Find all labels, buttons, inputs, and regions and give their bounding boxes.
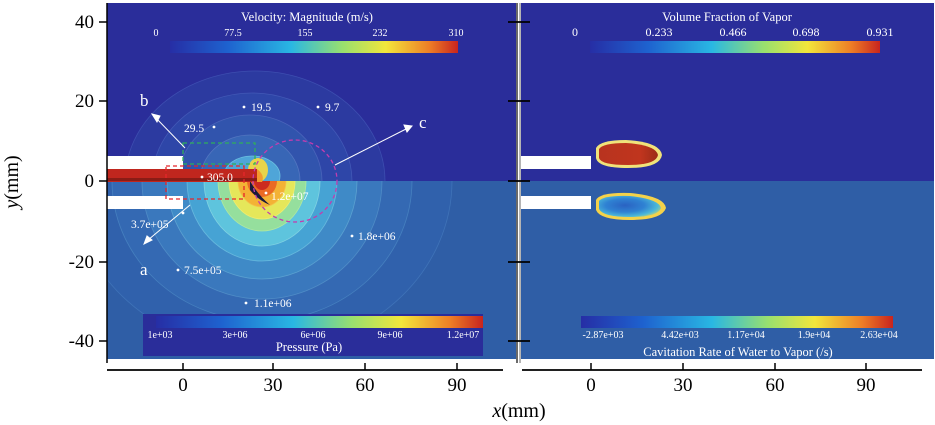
pressure-tick: 1e+03 (147, 330, 172, 341)
pressure-label-1-2e7: 1.2e+07 (271, 191, 309, 203)
vapor-field-background (521, 3, 934, 181)
vapor-bubble (599, 143, 658, 165)
vapor-colorbar-title: Volume Fraction of Vapor (662, 10, 793, 24)
x-tick-label: 0 (586, 375, 596, 396)
y-tick-label: -20 (69, 252, 94, 273)
left-panel: b c a 19.5 9.7 29.5 305.0 1.2e+07 3.7e+0… (107, 3, 517, 359)
x-axis-title: x(mm) (491, 400, 545, 422)
vapor-tick: 0.233 (646, 25, 673, 39)
vapor-colorbar-scale (590, 41, 880, 53)
pressure-colorbar: 1e+03 3e+06 6e+06 9e+06 1.2e+07 Pressure… (143, 314, 483, 356)
region-b-box (182, 142, 256, 165)
cavitation-bubble (599, 195, 661, 217)
cavitation-tick: 4.42e+03 (661, 330, 699, 341)
velocity-colorbar: Velocity: Magnitude (m/s) 0 77.5 155 232… (154, 10, 464, 53)
cavitation-tick: 2.63e+04 (860, 330, 898, 341)
velocity-tick: 232 (373, 28, 388, 39)
pressure-colorbar-scale (156, 316, 483, 328)
pressure-label-3-7e5: 3.7e+05 (131, 219, 169, 231)
vapor-tick: 0.698 (793, 25, 820, 39)
vapor-colorbar: Volume Fraction of Vapor 0 0.233 0.466 0… (572, 10, 894, 53)
velocity-colorbar-title: Velocity: Magnitude (m/s) (241, 10, 373, 24)
separator-ticks (508, 21, 530, 342)
nozzle-wall-upper-right (521, 156, 591, 169)
x-tick-label: 30 (674, 375, 693, 396)
x-tick-label: 60 (766, 375, 785, 396)
nozzle-wall-lower (107, 196, 183, 209)
velocity-label-305: 305.0 (207, 172, 233, 184)
cavitation-tick: 1.9e+04 (798, 330, 831, 341)
cavitation-tick: 1.17e+04 (727, 330, 765, 341)
velocity-tick: 0 (154, 28, 159, 39)
velocity-label-29-5: 29.5 (184, 123, 204, 135)
velocity-label-9-7: 9.7 (325, 102, 340, 114)
vapor-tick: 0.466 (720, 25, 747, 39)
region-a-box (165, 165, 245, 200)
velocity-colorbar-scale (170, 41, 458, 53)
pressure-label-7-5e5: 7.5e+05 (184, 265, 222, 277)
pressure-label-1-1e6: 1.1e+06 (254, 298, 292, 310)
x-axis: 0 30 60 90 0 30 60 90 x(mm) (107, 363, 922, 422)
y-tick-label: 0 (85, 171, 95, 192)
x-axis-title-symbol: x (491, 400, 501, 422)
right-panel: Volume Fraction of Vapor 0 0.233 0.466 0… (521, 3, 934, 359)
velocity-tick: 310 (449, 28, 464, 39)
x-tick-label: 60 (356, 375, 375, 396)
cavitation-colorbar-title: Cavitation Rate of Water to Vapor (/s) (643, 345, 832, 359)
pressure-tick: 3e+06 (222, 330, 247, 341)
y-axis-title-unit: (mm) (1, 155, 23, 199)
pressure-tick: 1.2e+07 (447, 330, 480, 341)
callout-arrows (143, 113, 413, 246)
y-axis: 40 20 0 -20 -40 y(mm) (1, 3, 108, 363)
y-tick-label: 20 (75, 91, 94, 112)
vapor-tick: 0.931 (867, 25, 894, 39)
x-tick-label: 90 (857, 375, 876, 396)
pressure-tick: 6e+06 (300, 330, 325, 341)
pressure-contours (107, 181, 453, 352)
x-tick-label: 30 (264, 375, 283, 396)
callout-a: a (140, 260, 148, 279)
cavitation-tick: -2.87e+03 (583, 330, 624, 341)
y-axis-title-symbol: y (1, 200, 23, 211)
x-axis-title-unit: (mm) (501, 400, 545, 422)
pressure-colorbar-title: Pressure (Pa) (276, 340, 342, 354)
vapor-tick: 0 (572, 25, 578, 39)
callout-b: b (140, 91, 149, 110)
callout-c: c (419, 113, 427, 132)
pressure-tick: 9e+06 (377, 330, 402, 341)
nozzle-wall-lower-right (521, 196, 591, 209)
y-tick-label: -40 (69, 331, 94, 352)
velocity-label-19-5: 19.5 (251, 102, 271, 114)
x-tick-label: 0 (178, 375, 188, 396)
cavitation-colorbar-scale (581, 316, 893, 328)
y-tick-label: 40 (75, 12, 94, 33)
region-c-circle (252, 139, 338, 223)
velocity-tick: 77.5 (224, 28, 242, 39)
pressure-label-1-8e6: 1.8e+06 (358, 231, 396, 243)
cavitation-colorbar: -2.87e+03 4.42e+03 1.17e+04 1.9e+04 2.63… (581, 316, 898, 359)
y-axis-title: y(mm) (1, 155, 23, 210)
cavitation-field-background (521, 181, 934, 359)
probe-points (176, 105, 354, 305)
velocity-tick: 155 (298, 28, 313, 39)
nozzle-wall-upper (107, 156, 183, 169)
x-tick-label: 90 (448, 375, 467, 396)
